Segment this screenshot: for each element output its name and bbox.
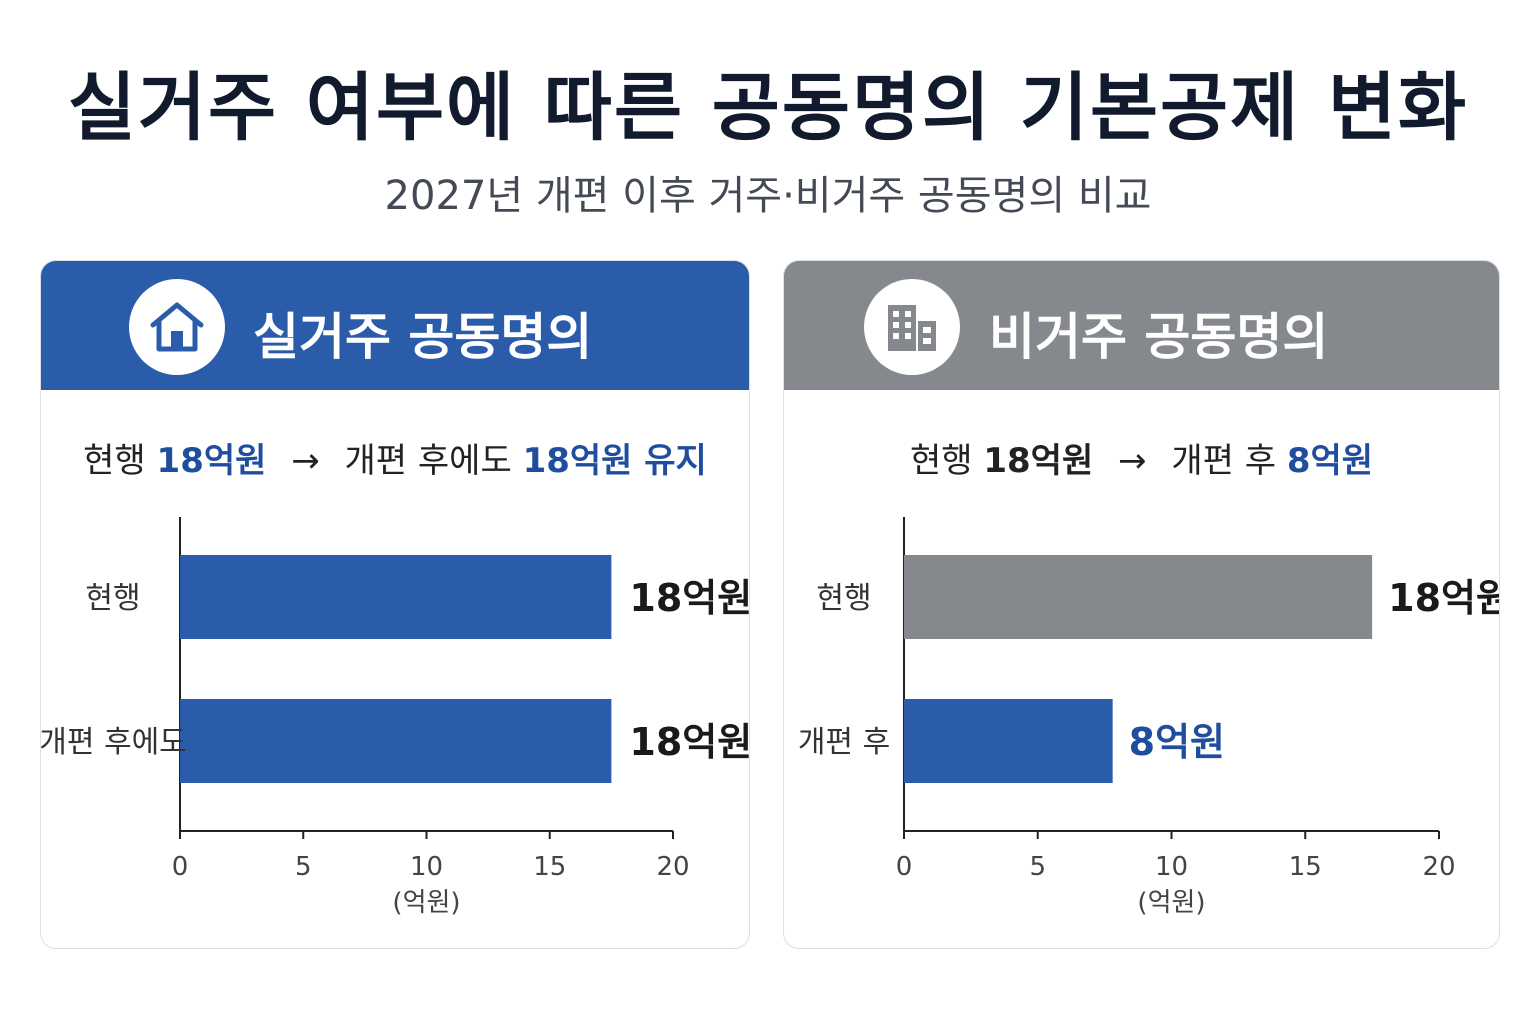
summary-middle: 개편 후에도 [344, 441, 512, 481]
summary-line: 현행 18억원 → 개편 후 8억원 [784, 433, 1499, 482]
bar [180, 555, 612, 639]
bar [904, 699, 1113, 783]
summary-current: 18억원 [156, 441, 267, 481]
x-tick-label: 15 [1289, 852, 1322, 882]
x-tick-label: 20 [656, 852, 689, 882]
building-icon [888, 305, 936, 351]
panel-title: 비거주 공동명의 [989, 308, 1329, 366]
value-label: 18억원 [629, 720, 750, 764]
value-label: 18억원 [1388, 576, 1500, 620]
page-title: 실거주 여부에 따른 공동명의 기본공제 변화 [67, 65, 1469, 151]
page-subtitle: 2027년 개편 이후 거주·비거주 공동명의 비교 [384, 173, 1152, 219]
x-tick-label: 20 [1422, 852, 1455, 882]
summary-arrow: → [291, 441, 320, 481]
summary-middle: 개편 후 [1171, 441, 1276, 481]
panel-title: 실거주 공동명의 [253, 308, 593, 366]
house-icon [150, 302, 204, 352]
bar [180, 699, 612, 783]
x-tick-label: 0 [896, 852, 913, 882]
icon-badge [864, 279, 960, 375]
summary-arrow: → [1118, 441, 1147, 481]
x-tick-label: 5 [295, 852, 312, 882]
x-axis-unit: (억원) [1137, 888, 1205, 918]
x-tick-label: 10 [1155, 852, 1188, 882]
bar [904, 555, 1373, 639]
x-tick-label: 5 [1029, 852, 1046, 882]
panel-header: 비거주 공동명의 [784, 261, 1499, 390]
summary-prefix: 현행 [83, 441, 146, 481]
panel-non-resident: 비거주 공동명의 현행 18억원 → 개편 후 8억원 0 5 10 15 20 (억원)… [783, 260, 1500, 949]
category-label: 개편 후 [798, 725, 890, 760]
summary-line: 현행 18억원 → 개편 후에도 18억원 유지 [41, 433, 749, 482]
icon-badge [129, 279, 225, 375]
category-label: 현행 [816, 581, 871, 616]
category-label: 개편 후에도 [41, 725, 187, 760]
category-label: 현행 [85, 581, 140, 616]
panel-header: 실거주 공동명의 [41, 261, 749, 390]
x-axis-unit: (억원) [392, 888, 460, 918]
x-tick-label: 10 [410, 852, 443, 882]
x-tick-label: 15 [533, 852, 566, 882]
panel-resident: 실거주 공동명의 현행 18억원 → 개편 후에도 18억원 유지 0 5 10 15… [40, 260, 750, 949]
summary-prefix: 현행 [909, 441, 973, 481]
x-tick-label: 0 [172, 852, 189, 882]
summary-current: 18억원 [983, 441, 1094, 481]
value-label: 8억원 [1129, 720, 1225, 764]
summary-after: 8억원 [1286, 441, 1374, 481]
value-label: 18억원 [629, 576, 750, 620]
summary-after: 18억원 유지 [522, 441, 707, 481]
